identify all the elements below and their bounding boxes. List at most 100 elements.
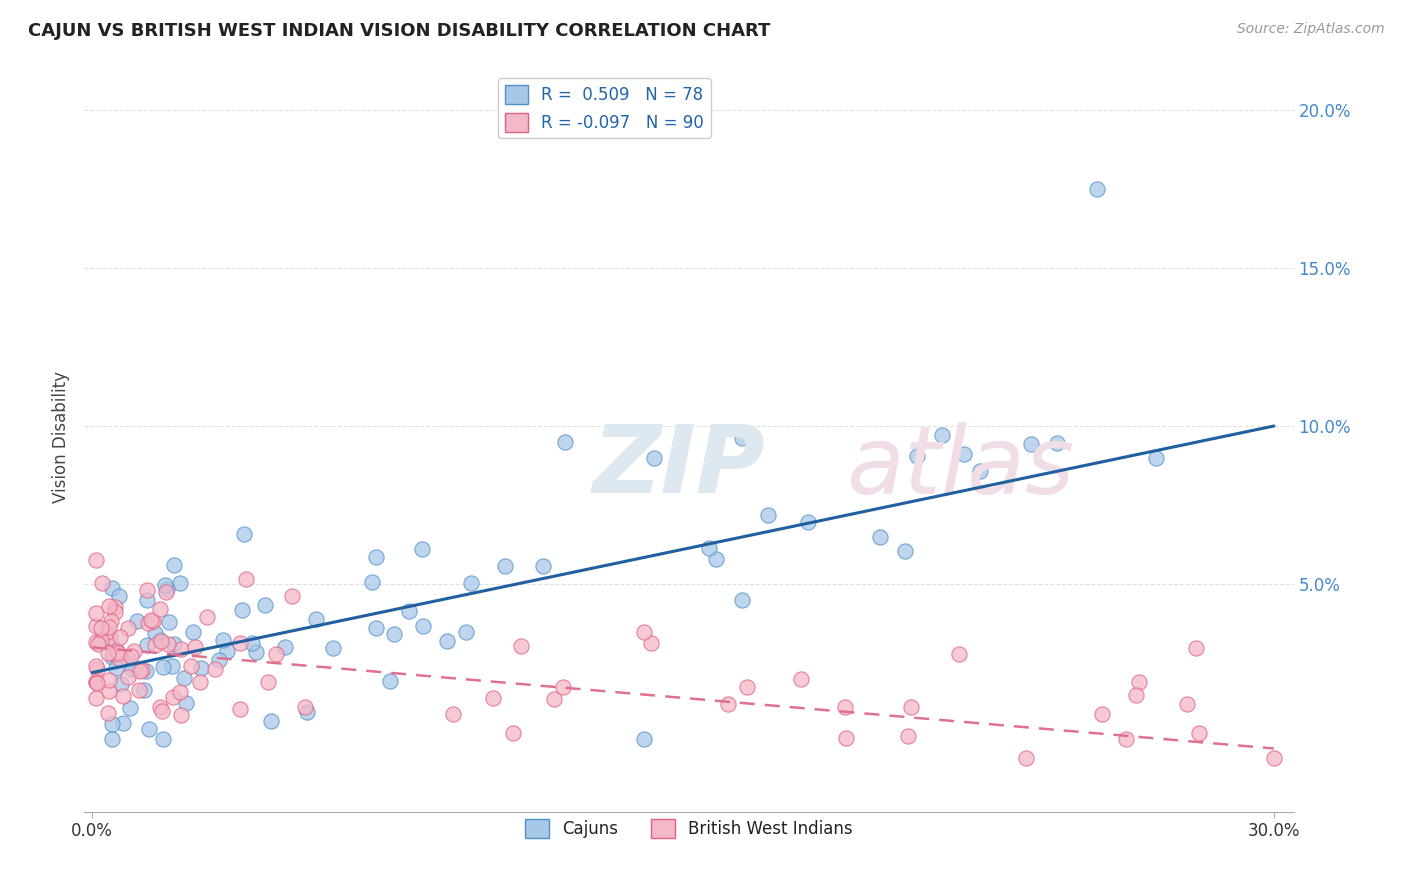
Point — [931, 428, 953, 442]
Point — [180, 659, 202, 673]
Point — [697, 541, 720, 556]
Point — [152, 731, 174, 746]
Point — [229, 636, 252, 650]
Point — [169, 708, 191, 723]
Point — [148, 700, 170, 714]
Point — [398, 604, 420, 618]
Point — [97, 706, 120, 720]
Point — [1019, 437, 1042, 451]
Point — [948, 647, 970, 661]
Legend: Cajuns, British West Indians: Cajuns, British West Indians — [519, 812, 859, 845]
Point — [869, 530, 891, 544]
Point — [834, 699, 856, 714]
Point — [364, 621, 387, 635]
Point — [110, 677, 132, 691]
Point — [233, 527, 256, 541]
Point — [143, 626, 166, 640]
Point — [190, 661, 212, 675]
Text: CAJUN VS BRITISH WEST INDIAN VISION DISABILITY CORRELATION CHART: CAJUN VS BRITISH WEST INDIAN VISION DISA… — [28, 22, 770, 40]
Point — [98, 684, 121, 698]
Point — [162, 690, 184, 704]
Point — [509, 639, 531, 653]
Point — [108, 589, 131, 603]
Point — [117, 670, 139, 684]
Point — [131, 663, 153, 677]
Point — [139, 613, 162, 627]
Point — [1188, 725, 1211, 739]
Text: atlas: atlas — [846, 422, 1074, 513]
Point — [138, 722, 160, 736]
Point — [110, 630, 132, 644]
Point — [240, 636, 263, 650]
Point — [280, 590, 302, 604]
Point — [97, 673, 120, 688]
Point — [108, 652, 131, 666]
Point — [84, 607, 107, 621]
Point — [136, 639, 159, 653]
Point — [297, 705, 319, 719]
Text: Source: ZipAtlas.com: Source: ZipAtlas.com — [1237, 22, 1385, 37]
Point — [905, 449, 928, 463]
Point — [104, 605, 127, 619]
Point — [86, 662, 108, 676]
Point — [121, 662, 143, 676]
Point — [969, 464, 991, 478]
Point — [118, 653, 141, 667]
Point — [482, 690, 505, 705]
Point — [502, 725, 524, 739]
Point — [170, 642, 193, 657]
Point — [245, 645, 267, 659]
Point — [101, 581, 124, 595]
Point — [735, 681, 758, 695]
Point — [101, 647, 124, 661]
Point — [101, 717, 124, 731]
Point — [96, 625, 118, 640]
Point — [1128, 675, 1150, 690]
Point — [215, 644, 238, 658]
Point — [953, 447, 976, 461]
Point — [101, 731, 124, 746]
Point — [204, 662, 226, 676]
Point — [731, 593, 754, 607]
Point — [543, 691, 565, 706]
Y-axis label: Vision Disability: Vision Disability — [52, 371, 70, 503]
Point — [195, 610, 218, 624]
Point — [633, 624, 655, 639]
Point — [551, 680, 574, 694]
Point — [104, 661, 127, 675]
Point — [117, 621, 139, 635]
Point — [835, 731, 858, 745]
Point — [900, 700, 922, 714]
Point — [101, 650, 124, 665]
Point — [1263, 751, 1285, 765]
Point — [84, 634, 107, 648]
Point — [160, 659, 183, 673]
Point — [531, 558, 554, 573]
Point — [1046, 436, 1069, 450]
Point — [260, 714, 283, 728]
Point — [129, 664, 152, 678]
Point — [136, 583, 159, 598]
Point — [84, 552, 107, 566]
Point — [1144, 450, 1167, 465]
Point — [101, 638, 124, 652]
Point — [436, 633, 458, 648]
Point — [156, 637, 179, 651]
Point — [128, 683, 150, 698]
Point — [554, 434, 576, 449]
Point — [184, 640, 207, 655]
Point — [156, 582, 179, 596]
Point — [1125, 688, 1147, 702]
Point — [1085, 182, 1108, 196]
Point — [132, 682, 155, 697]
Point — [756, 508, 779, 522]
Point — [152, 704, 174, 718]
Point — [257, 675, 280, 690]
Point — [97, 599, 120, 614]
Point — [149, 634, 172, 648]
Point — [181, 624, 204, 639]
Point — [441, 706, 464, 721]
Point — [84, 691, 107, 706]
Point — [163, 558, 186, 572]
Point — [84, 674, 107, 689]
